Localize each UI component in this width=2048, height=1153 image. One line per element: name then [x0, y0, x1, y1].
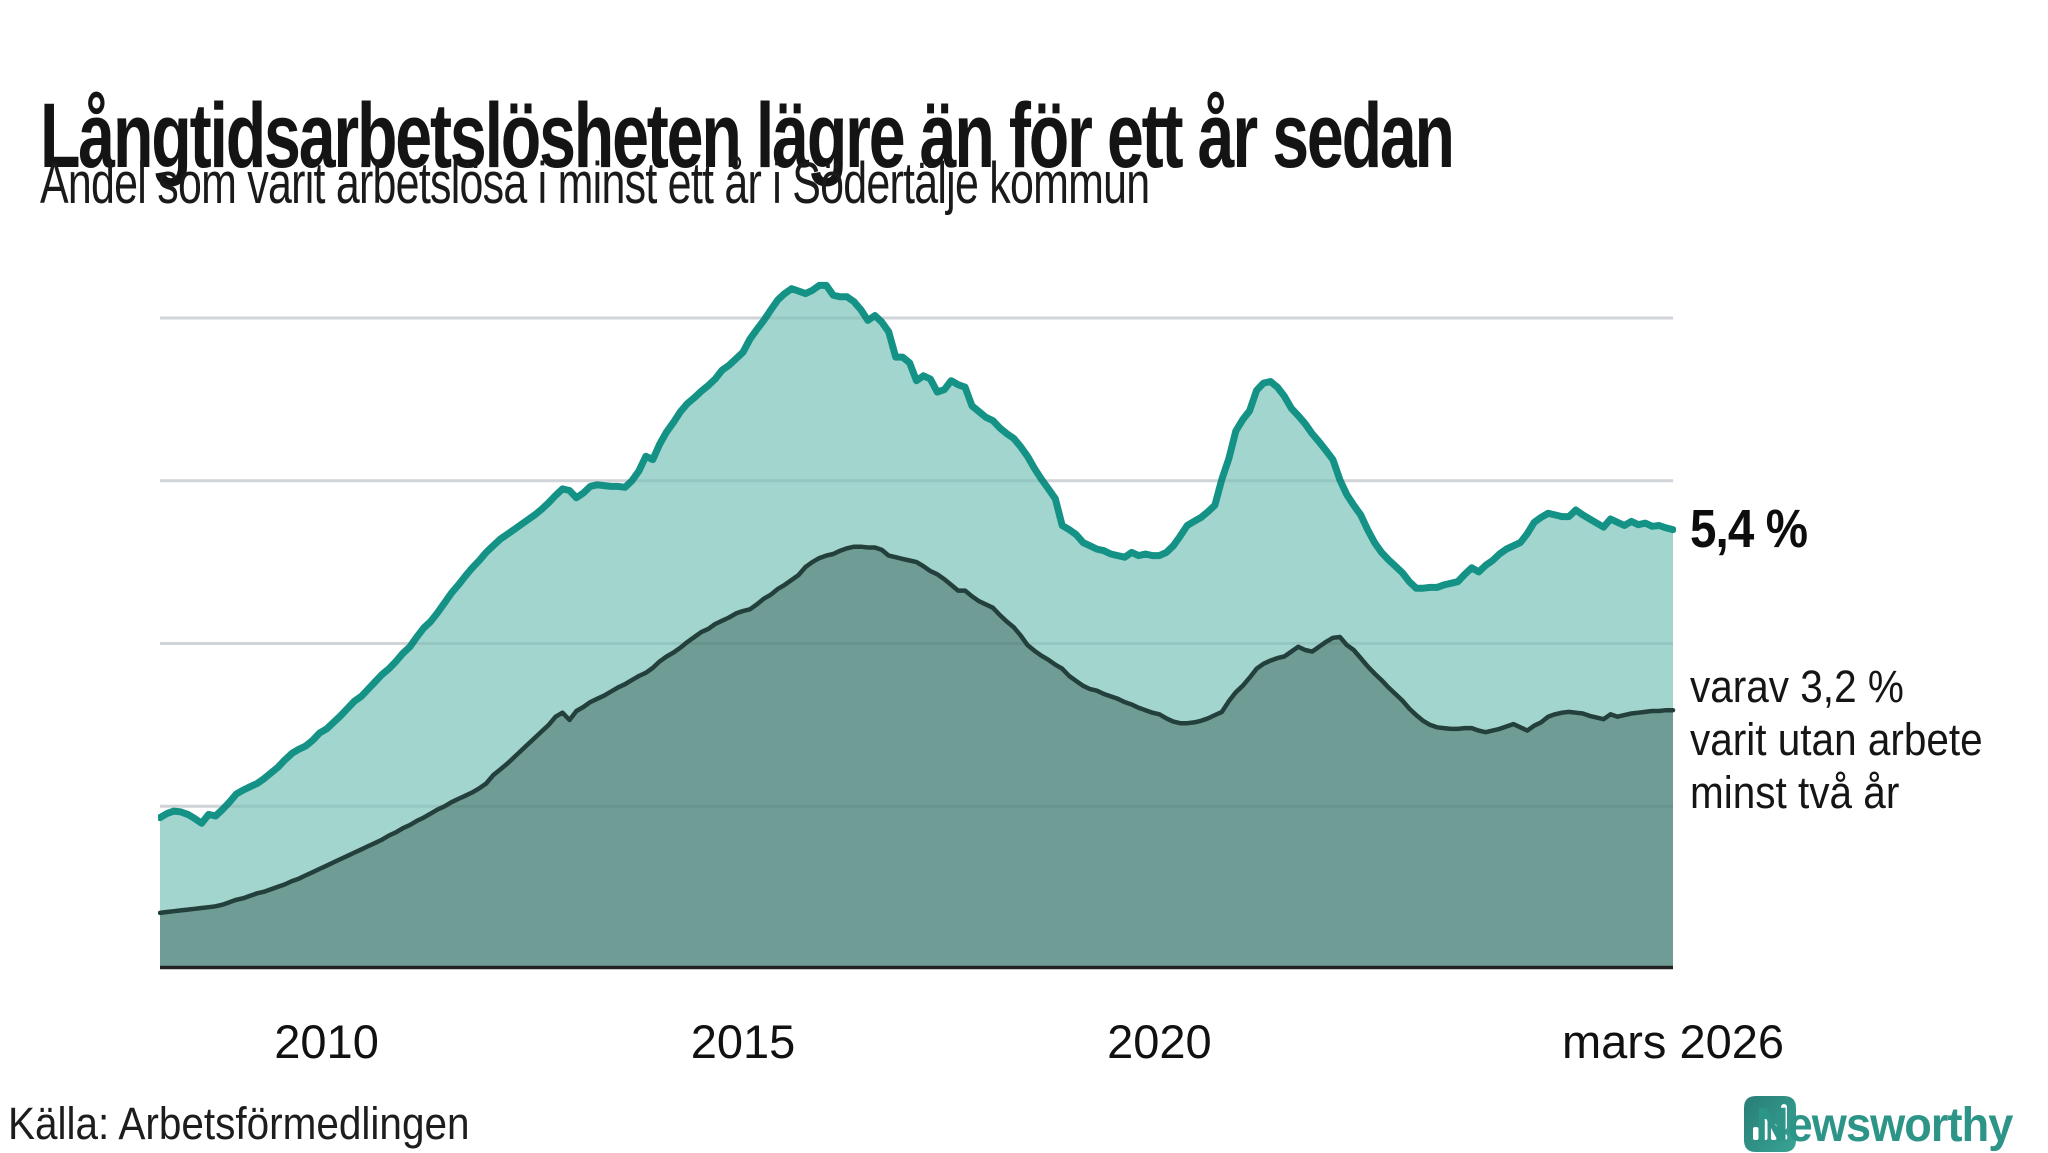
- end-value-label-total: 5,4 %: [1690, 499, 1808, 559]
- series-line-total: [158, 281, 1676, 827]
- x-tick-label: mars 2026: [1561, 1015, 1785, 1068]
- newsworthy-brand: Newsworthy: [1742, 1092, 2029, 1153]
- end-value-label-line: minst två år: [1690, 767, 1900, 818]
- x-tick-label: 2020: [1107, 1015, 1212, 1068]
- source-note: Källa: Arbetsförmedlingen: [8, 1098, 470, 1149]
- newsworthy-wordmark: Newsworthy: [1756, 1099, 2013, 1152]
- gridlines-overlay: [160, 316, 1673, 808]
- end-value-label-line: varav 3,2 %: [1690, 661, 1904, 712]
- series-line-two-years: [158, 544, 1676, 916]
- newsworthy-logo-icon: [1744, 1096, 1796, 1152]
- x-tick-label: 2015: [690, 1015, 796, 1068]
- end-value-label-two-years: varav 3,2 % varit utan arbete minst två år: [1690, 660, 1983, 819]
- x-tick-label: 2010: [274, 1015, 379, 1068]
- page-subtitle: Andel som varit arbetslösa i minst ett å…: [40, 151, 1150, 216]
- series-area-two-years: [160, 546, 1673, 969]
- page-title: Långtidsarbetslösheten lägre än för ett …: [40, 84, 1455, 187]
- end-value-label-line: varit utan arbete: [1690, 714, 1983, 765]
